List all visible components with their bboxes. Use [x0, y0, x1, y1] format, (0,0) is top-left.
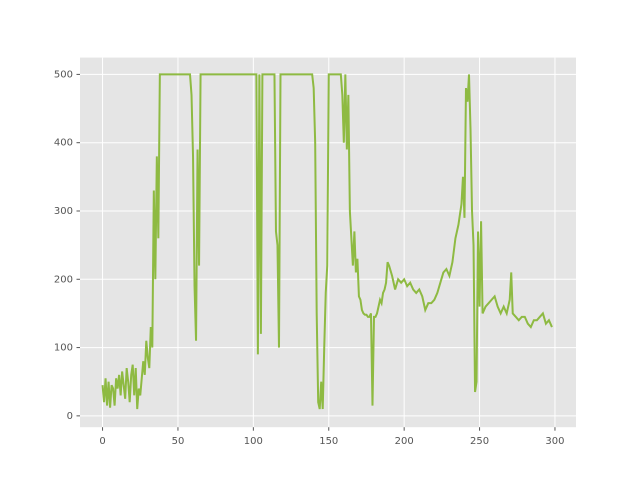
- y-tick-label: 300: [54, 206, 73, 217]
- x-tick-label: 300: [545, 436, 564, 447]
- x-tick-label: 150: [319, 436, 338, 447]
- x-tick-label: 200: [395, 436, 414, 447]
- y-tick-label: 200: [54, 274, 73, 285]
- x-tick-label: 100: [244, 436, 263, 447]
- x-tick-label: 50: [172, 436, 185, 447]
- y-tick-label: 400: [54, 138, 73, 149]
- y-tick-label: 500: [54, 69, 73, 80]
- y-tick-label: 0: [67, 411, 73, 422]
- y-tick-label: 100: [54, 343, 73, 354]
- x-tick-label: 250: [470, 436, 489, 447]
- line: [101, 73, 553, 410]
- x-tick-label: 0: [99, 436, 105, 447]
